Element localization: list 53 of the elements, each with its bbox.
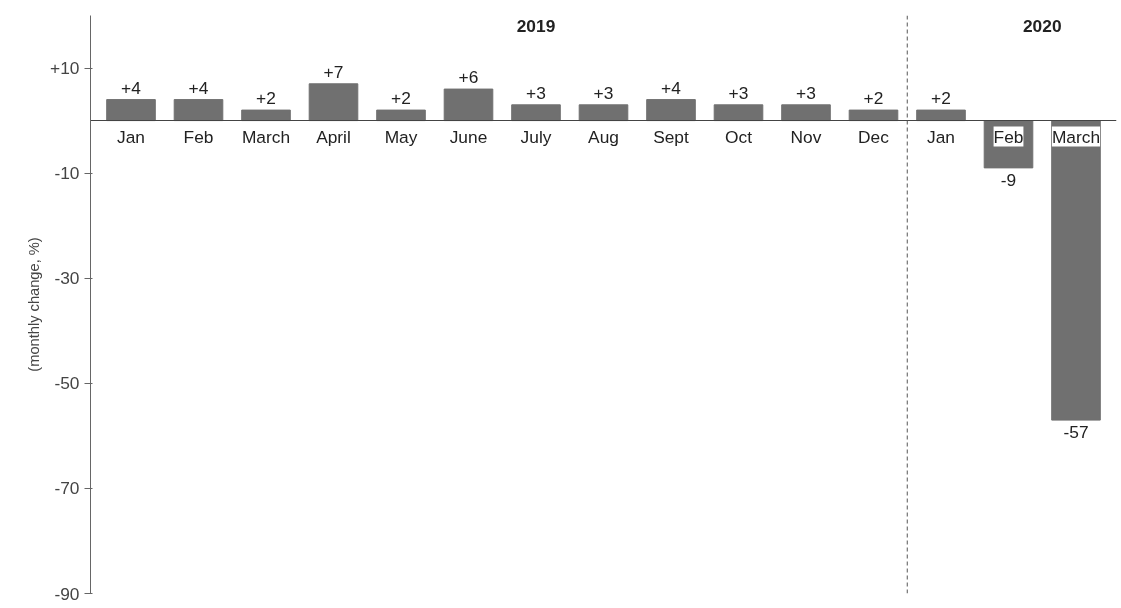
data-label: +4 <box>121 77 142 98</box>
annotation: 2019 <box>516 15 556 36</box>
data-label: +2 <box>256 88 276 109</box>
bar <box>511 104 561 122</box>
bar <box>443 88 494 122</box>
x-tick-label: Oct <box>725 126 753 147</box>
data-label: +3 <box>526 82 546 103</box>
y-axis-title: (monthly change, %) <box>26 237 43 372</box>
data-label: +7 <box>323 61 344 82</box>
data-label: +3 <box>796 82 816 103</box>
data-label: +3 <box>593 82 614 103</box>
x-tick-label: Aug <box>588 126 619 147</box>
x-tick-label: Jan <box>927 126 955 147</box>
bar <box>578 104 629 122</box>
data-label: +4 <box>661 77 682 98</box>
y-tick-label: -90 <box>54 583 80 604</box>
y-tick-label: -30 <box>54 268 80 289</box>
x-tick-label: Feb <box>183 126 214 147</box>
bar <box>241 109 291 122</box>
data-label: +4 <box>188 77 209 98</box>
data-label: +2 <box>931 88 951 109</box>
x-tick-label: Feb <box>993 126 1024 147</box>
bar <box>173 99 224 122</box>
x-tick-label: July <box>520 126 552 147</box>
data-label: -9 <box>1000 169 1017 190</box>
bar <box>781 104 831 122</box>
bar <box>106 99 156 122</box>
x-tick-label: May <box>384 126 418 147</box>
data-label: +6 <box>458 67 479 88</box>
x-tick-label: June <box>449 126 488 147</box>
data-label: +3 <box>728 82 749 103</box>
data-label: +2 <box>391 88 411 109</box>
x-tick-label: Nov <box>790 126 822 147</box>
annotation: 2020 <box>1022 15 1062 36</box>
x-tick-label: Jan <box>117 126 145 147</box>
data-label: -57 <box>1063 422 1089 443</box>
bar <box>646 99 696 122</box>
y-tick-label: -50 <box>54 373 80 394</box>
y-tick-label: -10 <box>54 163 80 184</box>
y-tick-label: +10 <box>50 58 80 79</box>
data-label: +2 <box>863 88 884 109</box>
x-tick-label: March <box>1051 126 1101 147</box>
x-tick-label: Dec <box>858 126 890 147</box>
bar <box>376 109 426 122</box>
bar <box>848 109 899 122</box>
bar <box>1051 120 1101 421</box>
bar <box>713 104 764 122</box>
x-tick-label: April <box>316 126 351 147</box>
x-tick-label: Sept <box>653 126 690 147</box>
y-tick-label: -70 <box>54 478 80 499</box>
bar <box>308 83 359 122</box>
x-tick-label: March <box>241 126 291 147</box>
bar <box>916 109 966 122</box>
